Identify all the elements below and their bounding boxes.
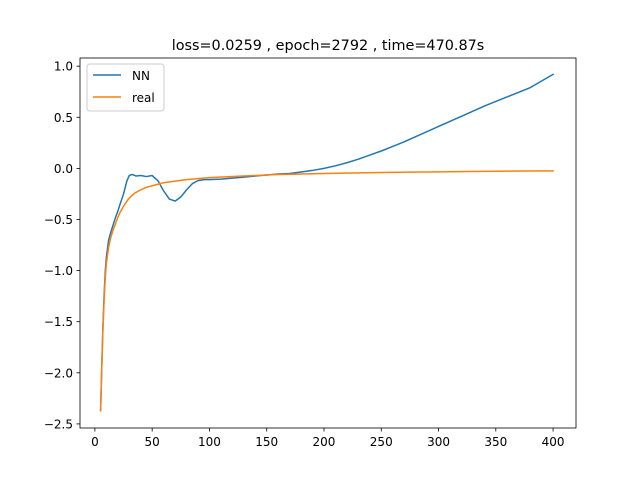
x-tick-label: 0 bbox=[91, 435, 99, 449]
x-tick-label: 50 bbox=[145, 435, 160, 449]
plot-frame bbox=[79, 57, 577, 429]
y-tick-label: −1.5 bbox=[44, 315, 73, 329]
y-tick-label: −2.5 bbox=[44, 417, 73, 431]
y-tick-label: −1.0 bbox=[44, 264, 73, 278]
x-tick-label: 150 bbox=[255, 435, 278, 449]
series-line-real bbox=[99, 170, 554, 412]
x-tick-label: 400 bbox=[542, 435, 565, 449]
legend-label-real: real bbox=[132, 91, 155, 105]
y-tick-label: 0.0 bbox=[54, 162, 73, 176]
y-tick-label: −2.0 bbox=[44, 366, 73, 380]
x-tick-label: 200 bbox=[313, 435, 336, 449]
x-tick-label: 250 bbox=[370, 435, 393, 449]
legend-label-nn: NN bbox=[132, 69, 150, 83]
series-line-nn bbox=[99, 73, 555, 412]
x-tick-label: 100 bbox=[198, 435, 221, 449]
chart-title: loss=0.0259 , epoch=2792 , time=470.87s bbox=[172, 38, 485, 54]
axes-layer: 0 50 100 150 200 250 300 350 400 −2.5 −2.0 −1.5 −1.0… bbox=[44, 57, 577, 449]
x-tick-label: 350 bbox=[484, 435, 507, 449]
x-tick-label: 300 bbox=[427, 435, 450, 449]
y-tick-label: 1.0 bbox=[54, 60, 73, 74]
y-tick-label: −0.5 bbox=[44, 213, 73, 227]
y-tick-label: 0.5 bbox=[54, 111, 73, 125]
series-layer bbox=[99, 73, 555, 412]
legend: NN real bbox=[86, 63, 165, 112]
